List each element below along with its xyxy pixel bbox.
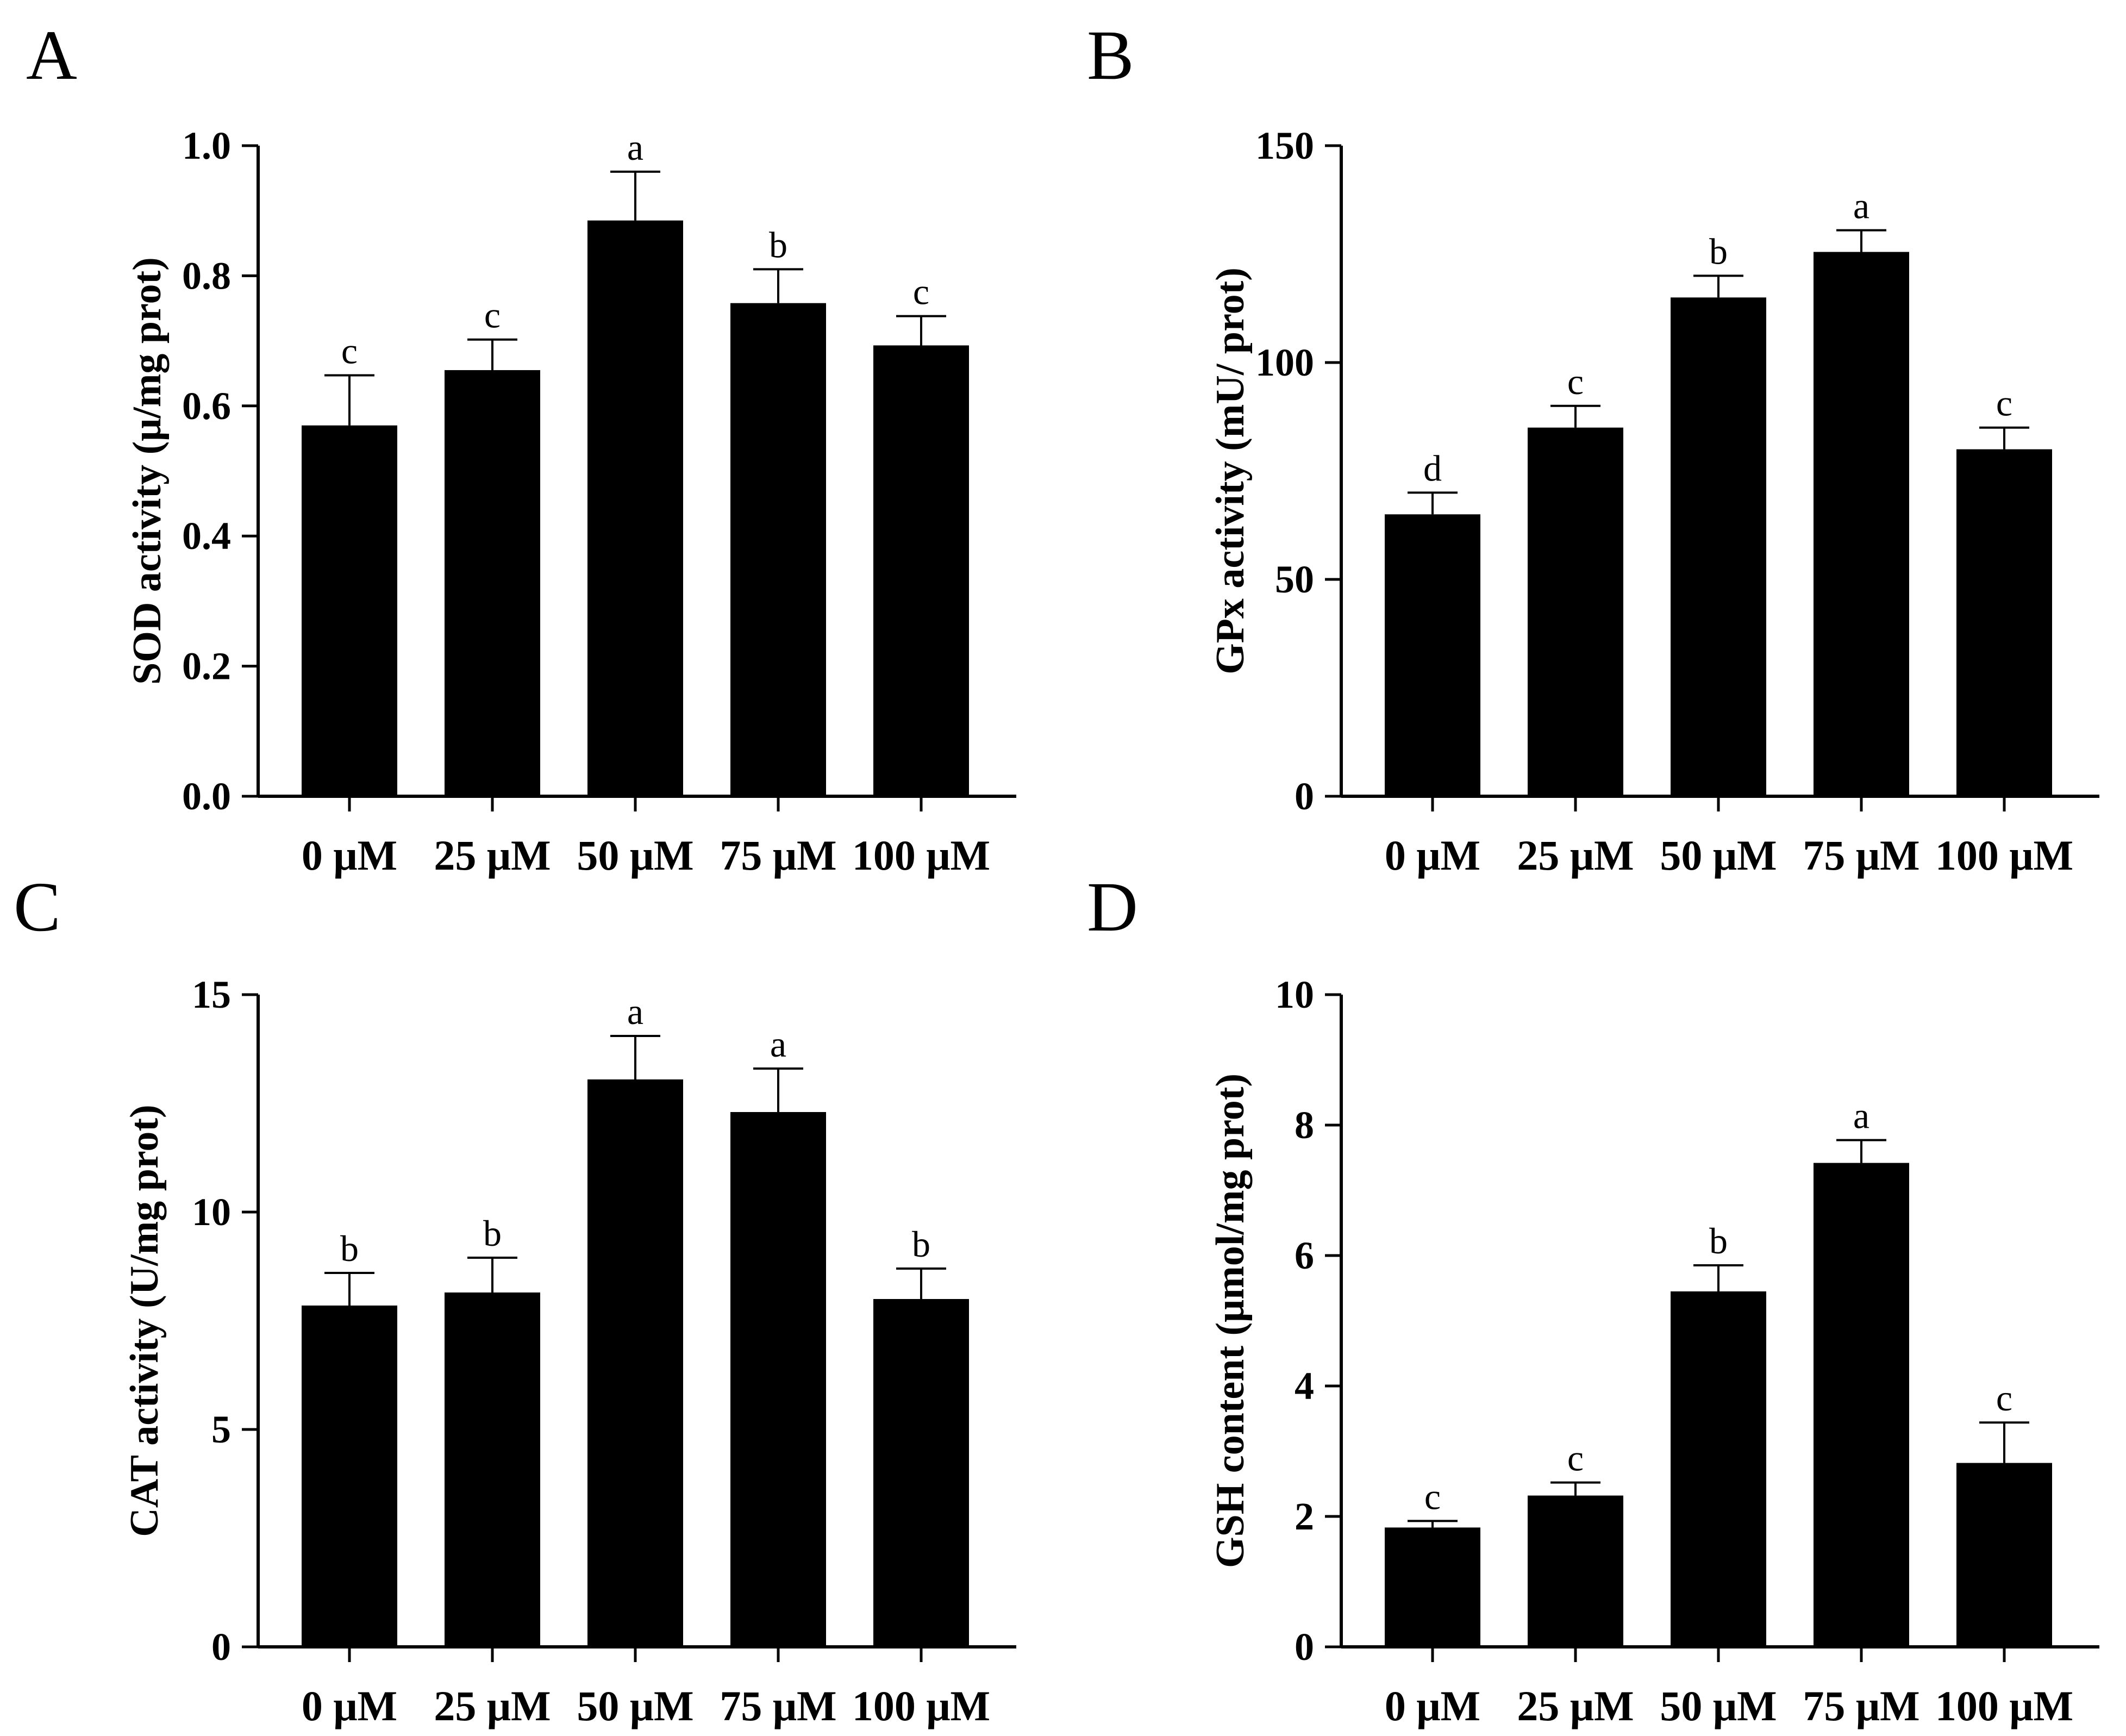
y-tick-label: 10: [1275, 973, 1314, 1016]
panel-letter: A: [26, 16, 77, 95]
significance-letter: c: [1424, 1476, 1441, 1517]
x-tick-label: 100 μM: [1935, 832, 2073, 879]
x-tick-label: 50 μM: [1660, 1682, 1777, 1729]
y-tick-label: 0.6: [182, 384, 231, 428]
x-tick-label: 75 μM: [1803, 832, 1919, 879]
y-tick-label: 50: [1275, 558, 1314, 601]
bar: [1956, 1463, 2052, 1647]
x-tick-label: 0 μM: [1385, 1682, 1480, 1729]
significance-letter: b: [912, 1223, 930, 1265]
y-tick-label: 0.0: [182, 775, 231, 818]
significance-letter: c: [341, 330, 358, 372]
x-tick-label: 75 μM: [720, 832, 836, 879]
bar: [1385, 1527, 1480, 1647]
significance-letter: c: [913, 271, 929, 313]
y-tick-label: 0: [1295, 1625, 1314, 1669]
y-tick-label: 100: [1255, 341, 1314, 384]
significance-letter: b: [340, 1228, 359, 1269]
x-tick-label: 0 μM: [302, 1682, 397, 1729]
significance-letter: a: [1853, 185, 1869, 227]
x-tick-label: 100 μM: [852, 832, 990, 879]
significance-letter: a: [627, 127, 643, 168]
y-tick-label: 5: [211, 1408, 231, 1451]
x-tick-label: 50 μM: [577, 1682, 693, 1729]
x-tick-label: 50 μM: [1660, 832, 1777, 879]
y-axis-title: GSH content (μmol/mg prot): [1208, 1073, 1253, 1568]
y-tick-label: 2: [1295, 1495, 1314, 1538]
panel-letter: C: [14, 868, 61, 946]
significance-letter: a: [770, 1023, 786, 1065]
significance-letter: c: [1996, 383, 2012, 424]
y-axis-title: GPx activity (mU/ prot): [1208, 267, 1253, 675]
y-tick-label: 0: [1295, 775, 1314, 818]
bar: [873, 345, 969, 796]
y-axis-title: SOD activity (μ/mg prot): [125, 257, 170, 685]
significance-letter: b: [483, 1213, 502, 1254]
y-tick-label: 6: [1295, 1234, 1314, 1277]
y-tick-label: 0.2: [182, 645, 231, 688]
bar: [1528, 427, 1623, 796]
significance-letter: c: [1567, 1438, 1584, 1479]
x-tick-label: 75 μM: [720, 1682, 836, 1729]
x-tick-label: 25 μM: [1517, 1682, 1634, 1729]
panel-d: D c 0 μM c 25 μM b 50 μM a 75 μM c 100 μM 0 2 4 6 8 10 G…: [1087, 868, 2099, 1729]
significance-letter: c: [484, 295, 501, 336]
y-tick-label: 1.0: [182, 124, 231, 167]
significance-letter: a: [627, 991, 643, 1032]
bar: [873, 1299, 969, 1647]
y-tick-label: 8: [1295, 1103, 1314, 1147]
bar: [587, 1079, 683, 1647]
significance-letter: b: [1709, 1220, 1728, 1262]
y-tick-label: 0.8: [182, 254, 231, 297]
bar: [1814, 1163, 1909, 1647]
bar: [1528, 1495, 1623, 1647]
x-tick-label: 100 μM: [852, 1682, 990, 1729]
y-tick-label: 15: [192, 973, 231, 1016]
bar: [1671, 297, 1766, 796]
x-tick-label: 50 μM: [577, 832, 693, 879]
bar: [302, 425, 397, 796]
y-tick-label: 4: [1295, 1364, 1314, 1408]
bar: [445, 1292, 540, 1647]
significance-letter: d: [1423, 447, 1442, 489]
y-tick-label: 0.4: [182, 514, 231, 558]
y-tick-label: 150: [1255, 124, 1314, 167]
x-tick-label: 25 μM: [434, 1682, 551, 1729]
panel-letter: B: [1087, 16, 1134, 95]
bar: [587, 220, 683, 796]
bar: [1385, 514, 1480, 796]
significance-letter: b: [769, 224, 787, 265]
x-tick-label: 25 μM: [434, 832, 551, 879]
bar: [1814, 252, 1909, 796]
bar: [730, 303, 826, 796]
x-tick-label: 0 μM: [302, 832, 397, 879]
y-axis-title: CAT activity (U/mg prot): [122, 1104, 167, 1537]
y-tick-label: 0: [211, 1625, 231, 1669]
x-tick-label: 0 μM: [1385, 832, 1480, 879]
bar: [1956, 449, 2052, 796]
panel-a: A c 0 μM c 25 μM a 50 μM b 75 μM c 100 μM 0.0 0.2 0.…: [26, 16, 1016, 879]
significance-letter: a: [1853, 1095, 1869, 1136]
significance-letter: c: [1567, 361, 1584, 402]
x-tick-label: 100 μM: [1935, 1682, 2073, 1729]
x-tick-label: 25 μM: [1517, 832, 1634, 879]
bar: [1671, 1291, 1766, 1647]
panel-b: B d 0 μM c 25 μM b 50 μM a 75 μM c 100 μM 0 50 100 15…: [1087, 16, 2099, 879]
bar: [445, 370, 540, 796]
bar: [730, 1112, 826, 1647]
significance-letter: c: [1996, 1377, 2012, 1419]
y-tick-label: 10: [192, 1190, 231, 1234]
panel-letter: D: [1087, 868, 1138, 946]
panel-c: C b 0 μM b 25 μM a 50 μM a 75 μM b 100 μM 0 5 10 15 CA…: [14, 868, 1016, 1729]
x-tick-label: 75 μM: [1803, 1682, 1919, 1729]
bar: [302, 1306, 397, 1647]
significance-letter: b: [1709, 230, 1728, 272]
